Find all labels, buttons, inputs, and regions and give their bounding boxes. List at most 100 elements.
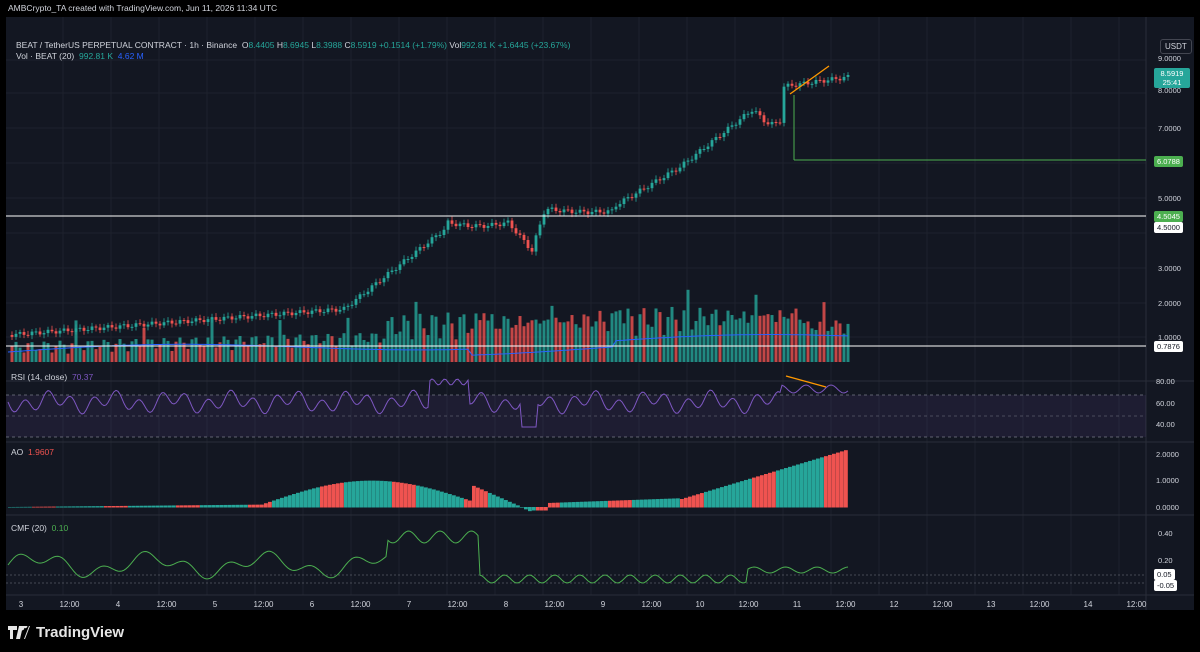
- ao-bar: [436, 490, 440, 508]
- ao-bar: [388, 481, 392, 508]
- volume-bar: [86, 341, 90, 362]
- volume-bar: [646, 324, 650, 362]
- volume-bar: [366, 341, 370, 362]
- price-label: 3.0000: [1158, 264, 1181, 273]
- ao-bar: [288, 495, 292, 508]
- ao-bar: [512, 503, 516, 508]
- candle-body: [98, 327, 102, 331]
- change-value: +0.1514 (+1.79%): [378, 40, 448, 50]
- ao-bar: [824, 456, 828, 508]
- candle-body: [738, 119, 742, 125]
- ao-bar: [716, 488, 720, 508]
- ao-bar: [720, 487, 724, 508]
- volume-bar: [26, 343, 30, 362]
- ao-bar: [268, 501, 272, 508]
- candle-body: [790, 83, 794, 86]
- volume-bar: [670, 306, 674, 362]
- volume-bar: [114, 343, 118, 362]
- candle-body: [566, 209, 570, 211]
- candle-body: [686, 160, 690, 162]
- ao-bar: [128, 505, 132, 508]
- candle-body: [294, 312, 298, 316]
- volume-bar: [390, 317, 394, 362]
- candle-body: [702, 148, 706, 150]
- volume-bar: [798, 319, 802, 362]
- volume-bar: [466, 332, 470, 362]
- ao-bar: [332, 484, 336, 508]
- volume-bar: [126, 351, 130, 362]
- ao-bar: [16, 506, 20, 508]
- ao-bar: [776, 470, 780, 508]
- ao-bar: [456, 496, 460, 508]
- ao-bar: [440, 491, 444, 508]
- vol-value: 992.81 K: [461, 40, 496, 50]
- ao-bar: [160, 505, 164, 508]
- ao-bar: [744, 479, 748, 508]
- price-label: 9.0000: [1158, 54, 1181, 63]
- volume-bar: [386, 320, 390, 362]
- volume-bar: [166, 340, 170, 362]
- trendline-price: [789, 65, 830, 95]
- currency-button[interactable]: USDT: [1160, 39, 1192, 54]
- candle-body: [746, 113, 750, 115]
- volume-bar: [590, 326, 594, 362]
- volume-bar: [610, 313, 614, 362]
- candle-body: [78, 327, 82, 329]
- time-axis-label: 12:00: [156, 600, 177, 609]
- candle-body: [374, 282, 378, 286]
- candle-body: [430, 237, 434, 244]
- ao-bar: [304, 490, 308, 508]
- candle-body: [490, 222, 494, 226]
- ao-axis-label: 1.0000: [1156, 476, 1179, 485]
- candle-body: [390, 270, 394, 272]
- volume-bar: [514, 324, 518, 362]
- ao-bar: [700, 493, 704, 508]
- volume-bar: [418, 313, 422, 362]
- candle-body: [42, 333, 46, 335]
- tradingview-logo[interactable]: TradingView: [8, 624, 124, 641]
- volume-bar: [170, 350, 174, 362]
- candle-body: [218, 319, 222, 321]
- ao-bar: [200, 505, 204, 508]
- chart-area[interactable]: 3 12:00 4 12:00 5 12:00 6 12:00 7 12:00 8 12:00 9 12:…: [6, 17, 1194, 610]
- price-label: 7.0000: [1158, 124, 1181, 133]
- ao-bar: [812, 459, 816, 508]
- candle-body: [370, 285, 374, 292]
- volume-bar: [470, 328, 474, 362]
- cmf-legend[interactable]: CMF (20) 0.10: [11, 523, 69, 533]
- candle-body: [754, 111, 758, 113]
- candle-body: [486, 225, 490, 228]
- candle-body: [534, 235, 538, 252]
- ao-bar: [368, 480, 372, 508]
- volume-bar: [18, 347, 22, 362]
- candle-body: [610, 209, 614, 211]
- ao-bar: [60, 506, 64, 508]
- candle-body: [550, 207, 554, 209]
- rsi-legend[interactable]: RSI (14, close) 70.37: [11, 372, 94, 382]
- candle-body: [414, 250, 418, 257]
- volume-legend[interactable]: Vol · BEAT (20) 992.81 K 4.62 M: [16, 51, 144, 61]
- ao-bar: [516, 505, 520, 508]
- volume-bar: [254, 336, 258, 362]
- candle-body: [638, 188, 642, 194]
- candle-body: [630, 197, 634, 199]
- volume-bar: [310, 335, 314, 362]
- symbol-name: BEAT / TetherUS PERPETUAL CONTRACT · 1h …: [16, 40, 238, 50]
- ao-legend[interactable]: AO 1.9607: [11, 447, 55, 457]
- candle-body: [422, 247, 426, 249]
- volume-bar: [494, 328, 498, 362]
- candle-body: [326, 308, 330, 313]
- chart-canvas[interactable]: 3 12:00 4 12:00 5 12:00 6 12:00 7 12:00 8 12:00 9 12:…: [6, 17, 1194, 610]
- candle-body: [18, 332, 22, 334]
- ao-bar: [708, 490, 712, 508]
- volume-bar: [302, 340, 306, 362]
- volume-bar: [634, 335, 638, 362]
- symbol-legend[interactable]: BEAT / TetherUS PERPETUAL CONTRACT · 1h …: [16, 40, 571, 50]
- volume-bar: [730, 315, 734, 362]
- volume-bars: [10, 289, 850, 362]
- candle-body: [502, 222, 506, 227]
- ao-bar: [192, 505, 196, 508]
- ao-bar: [528, 507, 532, 512]
- ao-bar: [404, 483, 408, 508]
- ao-bar: [652, 499, 656, 508]
